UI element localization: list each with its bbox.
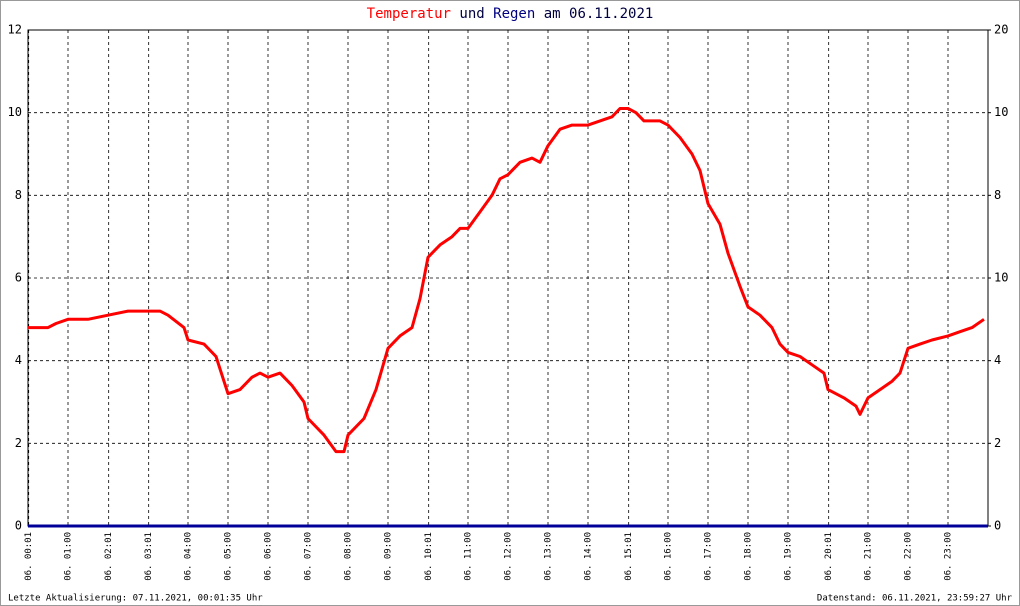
y2-tick-label: 20 [994, 23, 1008, 37]
y-tick-label: 8 [15, 188, 22, 202]
title-part: Temperatur [367, 6, 451, 22]
x-tick-label: 06. 04:00 [184, 532, 194, 581]
title-part: und [459, 6, 484, 22]
x-tick-label: 06. 06:00 [264, 532, 274, 581]
footer-left: Letzte Aktualisierung: 07.11.2021, 00:01… [8, 594, 263, 604]
y2-tick-label: 10 [994, 105, 1008, 119]
x-tick-label: 06. 23:00 [944, 532, 954, 581]
x-tick-label: 06. 13:00 [544, 532, 554, 581]
x-tick-label: 06. 09:00 [384, 532, 394, 581]
title-part: am 06.11.2021 [544, 6, 654, 22]
x-tick-label: 06. 03:01 [144, 532, 154, 581]
series-line [28, 107, 985, 454]
x-tick-label: 06. 10:01 [424, 532, 434, 581]
x-tick-label: 06. 19:00 [784, 532, 794, 581]
x-tick-label: 06. 20:01 [824, 532, 834, 581]
y2-tick-label: 2 [994, 436, 1001, 450]
y-tick-label: 2 [15, 436, 22, 450]
x-tick-label: 06. 08:00 [344, 532, 354, 581]
y2-tick-label: 10 [994, 271, 1008, 285]
y-tick-label: 12 [8, 23, 22, 37]
title-part: Regen [493, 6, 535, 22]
chart-title: Temperatur und Regen am 06.11.2021 [367, 6, 654, 22]
y-tick-label: 4 [15, 353, 22, 367]
x-tick-label: 06. 11:00 [464, 532, 474, 581]
x-tick-label: 06. 14:00 [584, 532, 594, 581]
x-tick-label: 06. 21:00 [864, 532, 874, 581]
x-tick-label: 06. 00:01 [24, 532, 34, 581]
x-tick-label: 06. 01:00 [64, 532, 74, 581]
x-tick-label: 06. 12:00 [504, 532, 514, 581]
x-tick-label: 06. 18:00 [744, 532, 754, 581]
y-tick-label: 0 [15, 519, 22, 533]
y2-tick-label: 8 [994, 188, 1001, 202]
x-tick-label: 06. 16:00 [664, 532, 674, 581]
y2-tick-label: 4 [994, 353, 1001, 367]
footer-right: Datenstand: 06.11.2021, 23:59:27 Uhr [817, 594, 1013, 604]
y-tick-label: 10 [8, 105, 22, 119]
x-tick-label: 06. 02:01 [104, 532, 114, 581]
x-tick-label: 06. 15:01 [624, 532, 634, 581]
y2-tick-label: 0 [994, 519, 1001, 533]
x-tick-label: 06. 22:00 [904, 532, 914, 581]
y-tick-label: 6 [15, 271, 22, 285]
x-tick-label: 06. 07:00 [304, 532, 314, 581]
x-tick-label: 06. 05:00 [224, 532, 234, 581]
x-tick-label: 06. 17:00 [704, 532, 714, 581]
